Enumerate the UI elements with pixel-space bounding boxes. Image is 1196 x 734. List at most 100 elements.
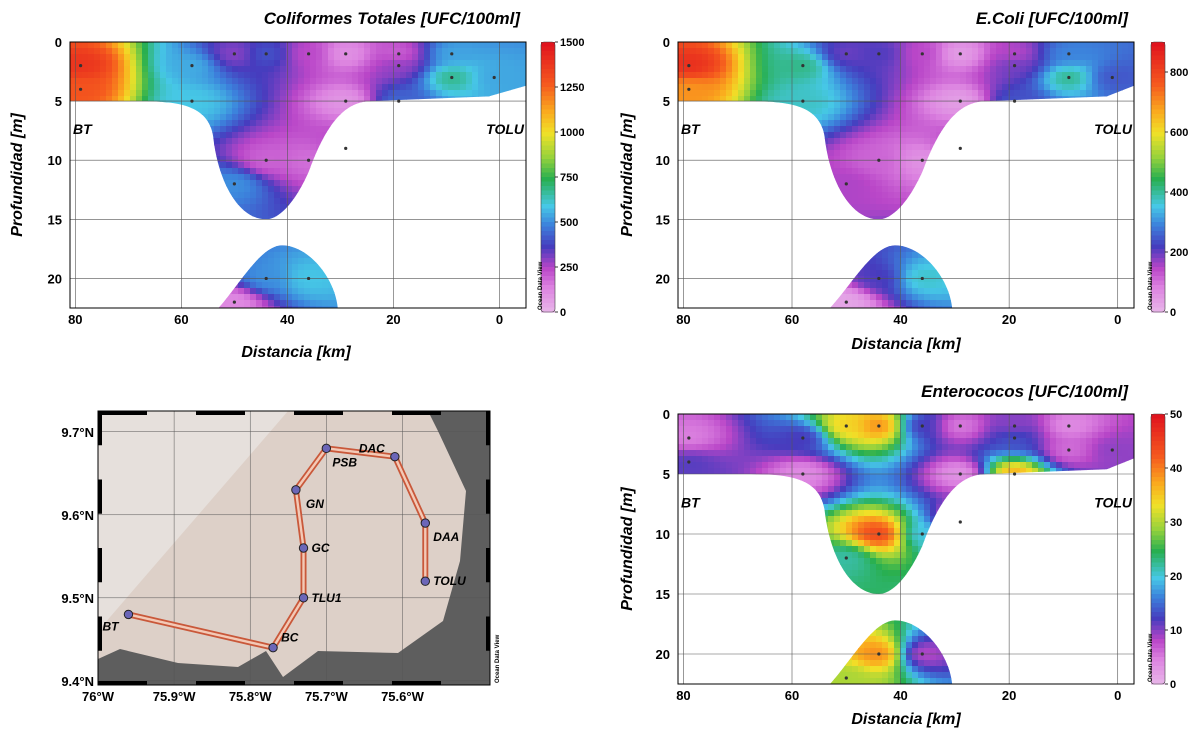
chart-title: Coliformes Totales [UFC/100ml] [264, 9, 522, 28]
sample-point [920, 532, 924, 536]
map-lat-tick: 9.7°N [61, 425, 94, 440]
y-axis-label: Profundidad [m] [619, 487, 636, 611]
colorbar-tick-label: 200 [1170, 247, 1188, 259]
section-start-label: BT [681, 495, 701, 511]
y-tick-label: 15 [48, 212, 62, 227]
station-label: BT [102, 619, 120, 633]
map-lon-tick: 75.6°W [381, 689, 425, 704]
heat-field-0 [70, 42, 526, 308]
sample-point [79, 64, 83, 68]
sample-point [190, 64, 194, 68]
map-lat-tick: 9.6°N [61, 508, 94, 523]
y-tick-label: 10 [656, 153, 670, 168]
heat-field-3 [678, 414, 1134, 684]
y-tick-label: 10 [656, 527, 670, 542]
odv-watermark: Ocean Data View [538, 261, 544, 310]
plot-frame [677, 413, 1135, 685]
sample-point [450, 52, 454, 56]
colorbar-tick-label: 1000 [560, 127, 584, 139]
sample-point [344, 99, 348, 103]
y-tick-label: 5 [663, 467, 670, 482]
sample-point [920, 276, 924, 281]
map-border [98, 411, 490, 685]
sample-point [344, 52, 348, 56]
colorbar-tick-label: 400 [1170, 187, 1188, 199]
y-tick-label: 0 [55, 35, 62, 50]
y-axis-label: Profundidad [m] [619, 113, 636, 237]
y-tick-label: 0 [663, 35, 670, 50]
sample-point [1012, 424, 1017, 428]
odv-watermark: Ocean Data View [495, 634, 501, 683]
odv-watermark: Ocean Data View [1148, 633, 1154, 682]
sample-point [232, 52, 236, 56]
sample-point [1067, 424, 1071, 428]
x-tick-label: 20 [386, 312, 400, 327]
sample-point [492, 75, 496, 80]
station-label: DAA [433, 530, 459, 544]
sample-point [877, 424, 881, 428]
sample-point [687, 64, 691, 68]
sample-point [307, 276, 311, 281]
section-start-label: BT [681, 121, 701, 137]
sample-point [232, 182, 236, 186]
sample-point [958, 146, 962, 150]
y-tick-label: 5 [55, 94, 62, 109]
y-tick-label: 20 [656, 271, 670, 286]
sample-point [1012, 52, 1017, 56]
map-lon-tick: 75.9°W [153, 689, 197, 704]
sample-point [190, 99, 194, 103]
sample-point [801, 99, 805, 103]
sample-point [920, 52, 924, 56]
station-label: TLU1 [312, 591, 342, 605]
sample-point [232, 300, 236, 304]
colorbar-tick-label: 1500 [560, 37, 584, 49]
station-label: TOLU [433, 574, 466, 588]
colorbar-3: 50 40 30 20 10 0 [1150, 409, 1182, 691]
x-tick-label: 80 [68, 312, 82, 327]
station-label: DAC [359, 442, 385, 456]
section-end-label: TOLU [1094, 121, 1133, 137]
section-panel-3: 80 60 40 20 0 0 5 10 15 20 Enterococos [UFC/100ml]… [619, 382, 1182, 728]
sample-point [877, 52, 881, 56]
map-lat-tick: 9.5°N [61, 591, 94, 606]
sample-point [920, 652, 924, 656]
heat-field-1 [678, 42, 1134, 308]
sample-point [79, 87, 83, 91]
y-tick-label: 10 [48, 153, 62, 168]
section-end-label: TOLU [1094, 495, 1133, 511]
x-axis-label: Distancia [km] [241, 344, 351, 361]
y-tick-label: 5 [663, 94, 670, 109]
x-tick-label: 60 [174, 312, 188, 327]
sample-point [1012, 436, 1017, 440]
station-marker [268, 642, 278, 653]
sample-point [920, 424, 924, 428]
sample-point [1110, 75, 1114, 80]
x-tick-label: 0 [1114, 312, 1121, 327]
sample-point [801, 64, 805, 68]
colorbar-tick-label: 40 [1170, 463, 1182, 475]
sample-point [958, 52, 962, 56]
section-panel-0: 80 60 40 20 0 0 5 10 15 20 Coliformes Totales [UFC… [9, 9, 584, 361]
colorbar-tick-label: 750 [560, 172, 578, 184]
y-tick-label: 15 [656, 587, 670, 602]
colorbar-tick-label: 20 [1170, 571, 1182, 583]
sample-point [1110, 448, 1114, 452]
colorbar-tick-label: 1250 [560, 82, 584, 94]
colorbar-tick-label: 50 [1170, 409, 1182, 421]
sample-point [264, 158, 268, 162]
sample-point [687, 87, 691, 91]
x-tick-label: 0 [496, 312, 503, 327]
sample-point [877, 158, 881, 162]
station-label: PSB [332, 455, 357, 469]
plot-frame [69, 41, 527, 309]
map-lat-tick: 9.4°N [61, 674, 94, 689]
y-tick-label: 20 [656, 647, 670, 662]
sample-point [1012, 64, 1017, 68]
station-marker [420, 518, 431, 528]
colorbar-1: 800 600 400 200 0 [1150, 41, 1188, 319]
plot-frame [677, 41, 1135, 309]
sample-point [958, 520, 962, 524]
